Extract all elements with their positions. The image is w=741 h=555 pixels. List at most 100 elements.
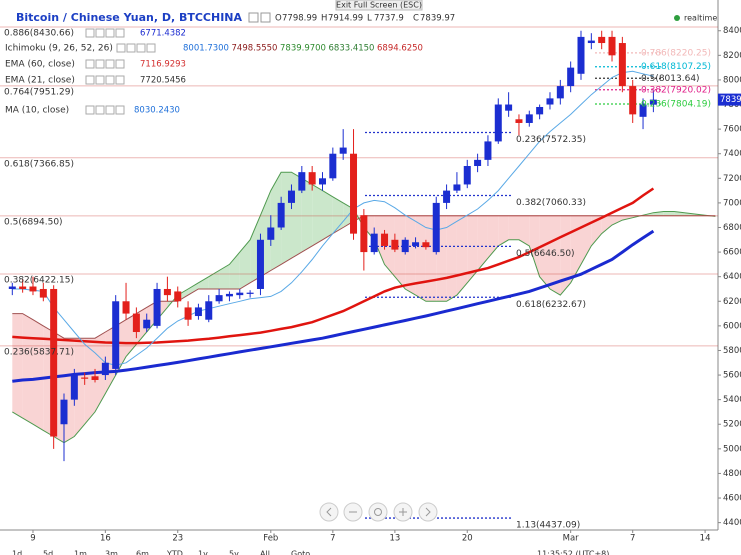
candle-body	[598, 36, 606, 44]
toolbar-item[interactable]: 3m	[105, 550, 118, 555]
indicator-button[interactable]	[85, 75, 95, 85]
cloud-segment	[539, 215, 550, 289]
candle-body	[19, 286, 27, 289]
candle-body	[163, 288, 171, 296]
fib-label: 0.618(8107.25)	[641, 62, 711, 72]
y-tick-label: 5600	[723, 371, 741, 381]
ohlc-value: 7737.9	[374, 14, 404, 24]
fib-label: 0.382(6422.15)	[4, 275, 74, 285]
indicator-button[interactable]	[105, 105, 115, 115]
indicator-button[interactable]	[85, 105, 95, 115]
nav-left[interactable]	[319, 502, 339, 522]
cloud-segment	[529, 215, 540, 277]
indicator-button[interactable]	[115, 105, 125, 115]
candle-body	[50, 288, 58, 437]
y-tick-label: 5800	[723, 346, 741, 356]
nav-right[interactable]	[418, 502, 438, 522]
indicator-button[interactable]	[85, 59, 95, 69]
toolbar-item[interactable]: 6m	[136, 550, 149, 555]
toolbar-item[interactable]: YTD	[166, 550, 183, 555]
y-tick-label: 7400	[723, 149, 741, 159]
indicator-button[interactable]	[105, 59, 115, 69]
candle-body	[246, 292, 254, 294]
cloud-segment	[301, 178, 313, 253]
indicator-button[interactable]	[95, 59, 105, 69]
candle-body	[339, 147, 347, 154]
indicator-button[interactable]	[136, 43, 146, 53]
fib-label: 0.236(7572.35)	[516, 135, 586, 145]
reset[interactable]	[368, 502, 388, 522]
indicator-value: 6833.4150	[329, 44, 375, 54]
cloud-segment	[219, 264, 230, 289]
indicator-value: 7498.5550	[232, 44, 278, 54]
candle-body	[308, 172, 316, 185]
y-tick-label: 5000	[723, 444, 741, 454]
indicator-button[interactable]	[115, 28, 125, 38]
candle-body	[515, 119, 523, 123]
toolbar-item[interactable]: 5d	[43, 550, 53, 555]
indicator-value: 8030.2430	[134, 106, 180, 116]
y-tick-label: 6400	[723, 272, 741, 282]
indicator-button[interactable]	[105, 75, 115, 85]
icon-button[interactable]	[248, 12, 259, 23]
x-tick-label: 7	[630, 534, 635, 544]
toolbar-item[interactable]: Goto...	[291, 550, 318, 555]
indicator-button[interactable]	[116, 43, 126, 53]
y-tick-label: 8400	[723, 26, 741, 36]
cloud-segment	[477, 215, 488, 271]
indicator-button[interactable]	[126, 43, 136, 53]
ohlc-key: O	[275, 14, 282, 24]
indicator-button[interactable]	[95, 28, 105, 38]
fib-label: 0.236(7804.19)	[641, 100, 711, 110]
indicator-name: EMA (60, close)	[5, 60, 75, 70]
candle-body	[608, 36, 616, 56]
cloud-segment	[519, 215, 530, 246]
indicator-button[interactable]	[146, 43, 156, 53]
toolbar-item[interactable]: 5y	[229, 550, 239, 555]
candle-body	[391, 239, 399, 250]
fib-label: 1.13(4437.09)	[516, 521, 580, 531]
y-tick-label: 6000	[723, 321, 741, 331]
candle-body	[29, 286, 37, 292]
candle-body	[184, 307, 192, 320]
candle-body	[39, 288, 47, 298]
indicator-button[interactable]	[85, 28, 95, 38]
candle-body	[505, 104, 513, 111]
cloud-segment	[322, 190, 333, 240]
toolbar-item[interactable]: 1m	[74, 550, 87, 555]
candle-body	[8, 286, 16, 289]
indicator-name: MA (10, close)	[5, 106, 69, 116]
toolbar-item[interactable]: 1y	[198, 550, 208, 555]
cloud-segment	[33, 319, 44, 431]
indicator-button[interactable]	[105, 28, 115, 38]
toolbar-item[interactable]: 1d	[12, 550, 22, 555]
toolbar-item[interactable]: All	[260, 550, 270, 555]
title-buttons[interactable]	[248, 12, 271, 23]
indicator-line	[12, 229, 655, 383]
indicator-button[interactable]	[115, 59, 125, 69]
candle-body	[215, 295, 223, 302]
clock: 11:35:52 (UTC+8)	[537, 550, 609, 555]
chart-title: Bitcoin / Chinese Yuan, D, BTCCHINA	[16, 11, 243, 24]
candle-body	[494, 104, 502, 142]
ohlc-value: 7914.99	[328, 14, 363, 24]
indicator-button[interactable]	[115, 75, 125, 85]
indicator-button[interactable]	[95, 105, 105, 115]
candle-body	[143, 319, 151, 329]
y-tick-label: 8200	[723, 51, 741, 61]
candle-body	[298, 172, 306, 191]
candle-body	[629, 86, 637, 115]
cloud-segment	[74, 338, 85, 437]
cloud-segment	[456, 215, 468, 296]
fib-label: 0.886(8430.66)	[4, 28, 74, 38]
cloud-segment	[188, 282, 199, 296]
fib-label: 0.236(5837.71)	[4, 347, 74, 357]
indicator-button[interactable]	[95, 75, 105, 85]
cloud-segment	[312, 184, 323, 246]
candle-body	[236, 292, 244, 296]
icon-button[interactable]	[260, 12, 271, 23]
nav-icon	[374, 508, 382, 516]
indicator-value: 7839.9700	[280, 44, 326, 54]
